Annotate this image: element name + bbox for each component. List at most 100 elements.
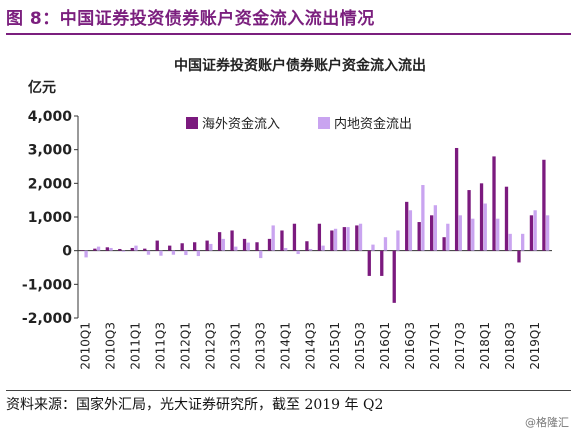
bar-outflow [146, 250, 151, 255]
y-tick-label: 4,000 [28, 109, 73, 125]
bar-outflow [221, 238, 225, 251]
bar-outflow [396, 230, 400, 251]
bar-outflow [358, 223, 363, 251]
bar-outflow [296, 250, 300, 255]
bar-outflow [96, 246, 101, 251]
bar-inflow [155, 240, 159, 251]
x-tick-label: 2018Q1 [478, 322, 492, 370]
bar-outflow [483, 203, 487, 251]
x-tick-label: 2017Q1 [428, 322, 442, 370]
bar-outflow [196, 250, 200, 257]
y-tick-label: 3,000 [28, 143, 73, 159]
legend-swatch-inflow [186, 117, 198, 129]
bar-inflow [280, 230, 284, 251]
bar-outflow [421, 185, 425, 251]
bar-inflow [442, 237, 446, 251]
bar-outflow [184, 250, 188, 256]
bar-inflow [542, 159, 546, 251]
bar-inflow [93, 248, 97, 251]
bar-inflow [504, 186, 509, 251]
x-tick-label: 2011Q1 [129, 322, 143, 370]
bar-inflow [130, 247, 134, 251]
bar-inflow [454, 147, 459, 251]
bar-outflow [458, 215, 462, 251]
bar-outflow [446, 223, 450, 251]
title-divider [6, 33, 571, 35]
bar-inflow [529, 215, 534, 251]
legend: 海外资金流入 内地资金流出 [186, 116, 412, 132]
bar-inflow [405, 201, 409, 251]
x-tick-label: 2014Q3 [303, 322, 317, 370]
bar-inflow [168, 245, 172, 251]
source-divider [6, 390, 571, 391]
y-tick-label: -2,000 [22, 311, 72, 327]
legend-swatch-outflow [318, 117, 330, 129]
bar-outflow [333, 228, 338, 251]
legend-label-inflow: 海外资金流入 [202, 116, 280, 132]
bar-inflow [205, 240, 209, 251]
x-tick-label: 2011Q3 [154, 322, 168, 370]
bar-inflow [367, 250, 371, 276]
x-tick-label: 2016Q1 [378, 322, 392, 370]
x-tick-label: 2015Q1 [328, 322, 342, 370]
bar-outflow [533, 210, 537, 251]
bar-inflow [105, 247, 109, 251]
bar-inflow [143, 248, 147, 251]
bar-outflow [371, 244, 375, 251]
bar-inflow [180, 243, 184, 251]
bar-outflow [346, 227, 350, 251]
bar-outflow [284, 247, 288, 251]
watermark: @格隆汇 [525, 416, 569, 429]
bar-inflow [467, 190, 471, 251]
source-note: 资料来源：国家外汇局，光大证券研究所，截至 2019 年 Q2 [6, 397, 384, 413]
bar-outflow [121, 250, 126, 252]
x-tick-label: 2012Q1 [179, 322, 193, 370]
y-axis: 4,000 3,000 2,000 1,000 0 -1,000 -2,000 [22, 109, 79, 327]
bar-outflow [545, 215, 550, 251]
bar-outflow [433, 205, 437, 251]
x-tick-label: 2010Q3 [104, 322, 118, 370]
y-tick-label: 0 [62, 244, 72, 260]
legend-label-outflow: 内地资金流出 [334, 116, 412, 132]
bar-outflow [471, 218, 475, 251]
bar-inflow [193, 242, 197, 251]
bar-inflow [255, 242, 259, 251]
x-tick-label: 2014Q1 [278, 322, 292, 370]
x-tick-label: 2010Q1 [79, 322, 93, 370]
bar-inflow [380, 250, 384, 276]
bar-inflow [317, 223, 322, 251]
chart: 中国证券投资账户债券账户资金流入流出 亿元 海外资金流入 内地资金流出 4,00… [22, 57, 552, 370]
bar-outflow [84, 250, 88, 258]
bar-outflow [246, 242, 250, 251]
bar-outflow [496, 218, 500, 251]
bar-outflow [521, 233, 525, 251]
bar-inflow [417, 222, 421, 251]
bar-inflow [80, 250, 85, 251]
bar-outflow [171, 250, 176, 255]
bar-inflow [292, 223, 297, 251]
bar-inflow [342, 227, 346, 251]
bar-inflow [230, 230, 234, 251]
bar-outflow [259, 250, 263, 259]
x-tick-label: 2016Q3 [403, 322, 417, 370]
bar-inflow [355, 225, 359, 251]
bar-outflow [271, 225, 275, 251]
x-tick-label: 2012Q3 [203, 322, 217, 370]
bar-inflow [430, 215, 434, 251]
bar-outflow [109, 247, 113, 251]
x-tick-label: 2013Q1 [228, 322, 242, 370]
bars [80, 147, 550, 303]
bar-outflow [383, 237, 388, 251]
bar-inflow [492, 156, 496, 251]
bar-outflow [408, 210, 413, 251]
bar-outflow [321, 245, 325, 251]
bar-outflow [159, 250, 163, 256]
x-tick-label: 2018Q3 [503, 322, 517, 370]
bar-outflow [209, 243, 213, 251]
y-axis-unit-label: 亿元 [28, 79, 56, 96]
bar-inflow [392, 250, 396, 303]
bar-inflow [305, 241, 309, 251]
bar-inflow [517, 250, 521, 263]
bar-inflow [267, 238, 272, 251]
y-tick-label: 2,000 [28, 176, 73, 192]
